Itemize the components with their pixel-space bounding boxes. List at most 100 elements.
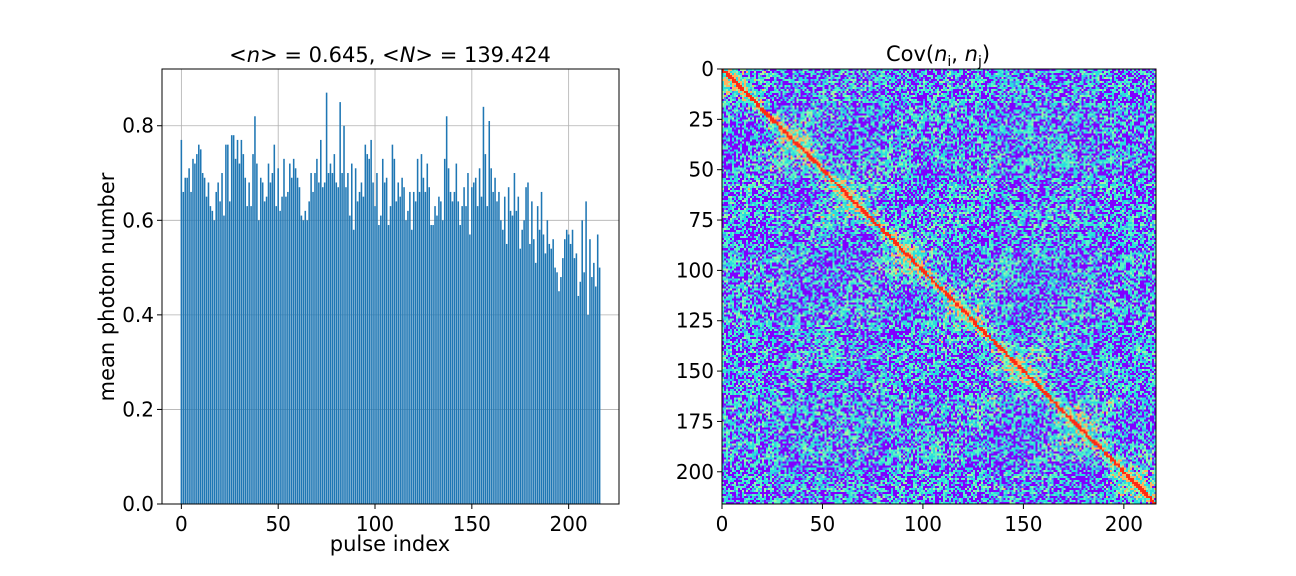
bar bbox=[432, 225, 434, 505]
bar-y-tick-label: 0.8 bbox=[122, 114, 154, 138]
bar bbox=[380, 215, 382, 504]
bar bbox=[329, 163, 332, 504]
heatmap-x-tick-label: 0 bbox=[716, 512, 729, 536]
bar bbox=[300, 215, 303, 504]
bar bbox=[230, 135, 233, 504]
bar bbox=[430, 225, 432, 505]
bar bbox=[455, 163, 458, 504]
bar bbox=[542, 234, 545, 504]
bar bbox=[453, 191, 456, 504]
bar bbox=[589, 239, 591, 504]
bar bbox=[352, 229, 355, 504]
bar bbox=[207, 182, 210, 504]
bar bbox=[198, 144, 200, 505]
bar bbox=[349, 215, 351, 504]
bar bbox=[397, 182, 400, 504]
bar-y-tick-label: 0.0 bbox=[122, 492, 154, 516]
bar bbox=[443, 158, 446, 504]
bar bbox=[350, 163, 353, 504]
bar bbox=[362, 196, 365, 505]
bar bbox=[281, 196, 283, 505]
bar bbox=[368, 158, 370, 504]
bar bbox=[478, 168, 481, 505]
bar bbox=[438, 196, 440, 505]
bar bbox=[219, 201, 221, 505]
bar bbox=[562, 258, 564, 504]
bar bbox=[540, 191, 543, 504]
bar bbox=[323, 182, 326, 504]
bar bbox=[289, 163, 291, 504]
bar bbox=[465, 206, 467, 504]
bar bbox=[259, 177, 262, 504]
bar bbox=[445, 116, 448, 505]
bar bbox=[327, 173, 330, 505]
heatmap-frame bbox=[721, 68, 1157, 505]
bar bbox=[395, 201, 398, 505]
bar bbox=[271, 173, 274, 505]
bar bbox=[180, 139, 183, 504]
bar bbox=[461, 206, 463, 504]
bar bbox=[325, 92, 328, 505]
bar-x-tick-label: 0 bbox=[175, 512, 188, 536]
bar bbox=[190, 191, 192, 504]
bar bbox=[345, 187, 347, 504]
bar-chart-y-ticks: 0.0 0.2 0.4 0.6 0.8 bbox=[122, 114, 162, 516]
bar bbox=[294, 168, 297, 505]
bar bbox=[502, 229, 504, 504]
bar bbox=[186, 177, 188, 504]
bar bbox=[279, 210, 281, 504]
bar bbox=[523, 220, 525, 504]
bar bbox=[565, 229, 568, 504]
bar bbox=[354, 168, 357, 505]
bar bbox=[519, 248, 522, 504]
bar bbox=[509, 210, 512, 504]
bar bbox=[192, 158, 194, 504]
bar bbox=[240, 139, 243, 504]
bar bbox=[265, 196, 268, 505]
heatmap-x-tick-label: 100 bbox=[904, 512, 942, 536]
bar bbox=[389, 206, 392, 504]
heatmap-y-tick-label: 200 bbox=[676, 460, 714, 484]
bar bbox=[290, 177, 293, 504]
bar bbox=[285, 196, 287, 505]
bar bbox=[320, 139, 322, 504]
bar bbox=[372, 182, 374, 504]
heatmap-image bbox=[722, 69, 1156, 504]
bar bbox=[474, 177, 477, 504]
bar bbox=[596, 234, 599, 504]
bar bbox=[399, 196, 401, 505]
bar bbox=[343, 125, 345, 504]
bar bbox=[333, 154, 336, 504]
bar bbox=[533, 239, 535, 504]
bar-chart-x-ticks: 0 50 100 150 200 bbox=[175, 504, 588, 536]
bar bbox=[436, 215, 438, 504]
bar bbox=[209, 206, 212, 504]
bar bbox=[529, 243, 531, 504]
bar bbox=[581, 220, 583, 504]
bar bbox=[381, 158, 384, 504]
bar bbox=[374, 206, 376, 504]
bar bbox=[494, 177, 496, 504]
bar bbox=[184, 177, 187, 504]
bar bbox=[383, 182, 386, 504]
bar bbox=[236, 139, 239, 504]
heatmap-x-ticks: 0 50 100 150 200 bbox=[716, 504, 1143, 536]
bar bbox=[442, 220, 444, 504]
bar bbox=[393, 158, 396, 504]
bar bbox=[232, 135, 235, 504]
heatmap-x-tick-label: 50 bbox=[810, 512, 835, 536]
bar bbox=[304, 210, 307, 504]
bar bbox=[544, 253, 547, 504]
bar bbox=[428, 187, 431, 504]
bar bbox=[482, 106, 485, 505]
bar bbox=[521, 229, 523, 504]
bar bbox=[292, 158, 295, 504]
bar bbox=[488, 121, 491, 505]
bar bbox=[500, 220, 502, 504]
bar bbox=[556, 272, 558, 504]
bar bbox=[275, 206, 278, 504]
bar bbox=[229, 201, 231, 505]
bar bbox=[302, 220, 305, 504]
bar bbox=[378, 225, 380, 505]
bar bbox=[457, 201, 460, 505]
